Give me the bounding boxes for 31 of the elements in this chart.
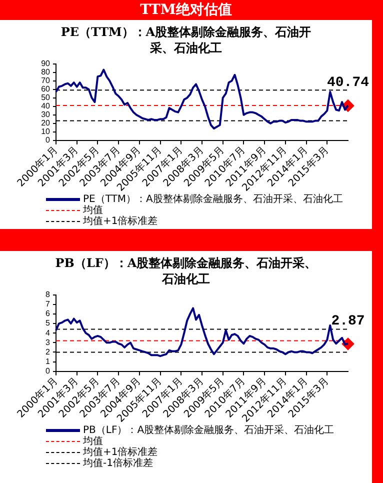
text: TTM绝对估值 bbox=[0, 0, 372, 20]
legend-label: PE（TTM）：A股整体剔除金融服务、石油开采、石油化工 bbox=[83, 194, 343, 205]
y-tick-label: 0 bbox=[46, 366, 51, 376]
y-tick-label: 0 bbox=[46, 136, 51, 145]
y-tick-label: 70 bbox=[41, 76, 51, 86]
legend-label: 均值+1倍标准差 bbox=[83, 447, 158, 458]
legend-label: PB（LF）：A股整体剔除金融服务、石油开采、石油化工 bbox=[83, 425, 334, 436]
y-tick-label: 4 bbox=[46, 328, 51, 338]
y-tick-label: 10 bbox=[41, 127, 51, 136]
y-tick-label: 7 bbox=[46, 300, 51, 309]
y-tick-label: 8 bbox=[46, 290, 51, 300]
y-tick-label: 2 bbox=[46, 347, 51, 356]
y-tick-label: 50 bbox=[41, 93, 51, 102]
y-tick-label: 5 bbox=[46, 318, 51, 328]
y-tick-label: 80 bbox=[41, 68, 51, 77]
chart-title: PB（LF）：A股整体剔除金融服务、石油开采、石油化工 bbox=[54, 255, 318, 287]
legend-label: 均值 bbox=[83, 205, 103, 216]
y-tick-label: 1 bbox=[46, 357, 51, 366]
legend-label: 均值+1倍标准差 bbox=[83, 216, 158, 227]
legend-label: 均值-1倍标准差 bbox=[83, 458, 153, 469]
y-tick-label: 40 bbox=[41, 102, 51, 111]
data-label: 40.74 bbox=[326, 75, 370, 92]
y-tick-label: 3 bbox=[46, 338, 51, 347]
y-tick-label: 90 bbox=[41, 59, 51, 68]
data-label: 2.87 bbox=[331, 313, 365, 330]
y-tick-label: 60 bbox=[41, 84, 51, 94]
y-tick-label: 20 bbox=[41, 118, 51, 128]
legend-label: 均值 bbox=[83, 436, 103, 447]
y-tick-label: 6 bbox=[46, 309, 51, 318]
chart-title: PE（TTM）：A股整体剔除金融服务、石油开采、石油化工 bbox=[60, 24, 312, 56]
y-tick-label: 30 bbox=[41, 110, 51, 120]
